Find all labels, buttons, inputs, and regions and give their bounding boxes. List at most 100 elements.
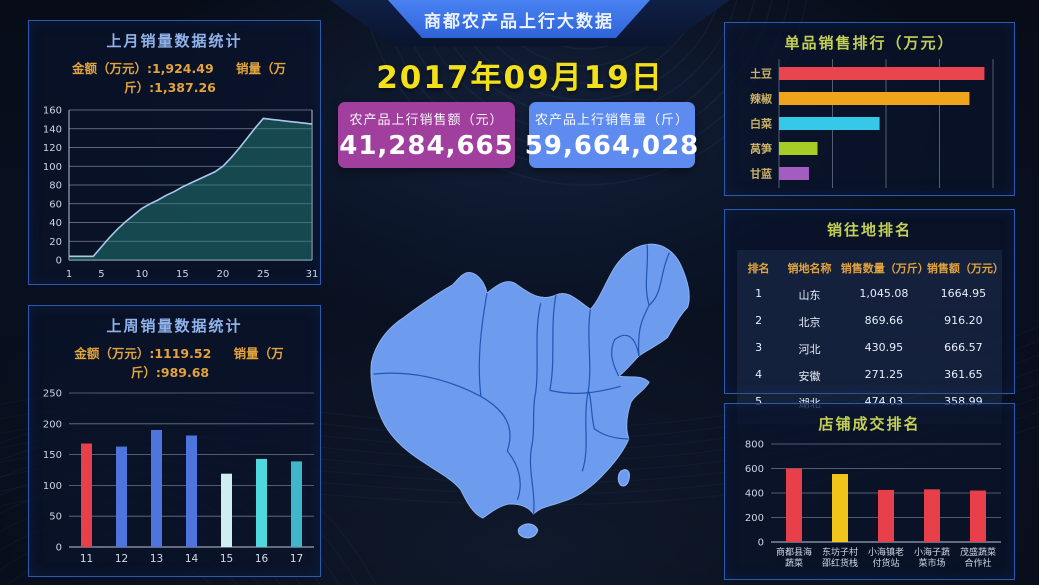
panel-last-month-stats: 上月销量数据统计 金额（万元）:1,924.49 销量（万斤）:1,387.26… [28,20,321,285]
svg-text:小海子蔬: 小海子蔬 [914,546,950,558]
table-cell: 666.57 [944,340,983,354]
table-cell: 1664.95 [940,286,987,300]
svg-text:商都县海: 商都县海 [776,546,812,558]
svg-text:土豆: 土豆 [750,67,772,81]
svg-text:14: 14 [185,553,199,565]
svg-text:800: 800 [745,440,764,451]
panel-title: 店铺成交排名 [818,415,921,433]
svg-text:茂盛蔬菜: 茂盛蔬菜 [960,546,996,558]
svg-text:小海镇老: 小海镇老 [868,546,904,558]
table-header-row: 排名 销地名称 销售数量（万斤） 销售额（万元） [739,254,1004,281]
panel-title: 单品销售排行（万元） [784,34,955,52]
svg-text:蔬菜: 蔬菜 [785,557,803,569]
svg-text:31: 31 [306,269,319,280]
svg-text:东坊子村: 东坊子村 [822,546,858,558]
volume-value: 1,387.26 [154,80,216,95]
table-row: 4 安徽 271.25 361.65 [739,362,1000,389]
stat-sales-volume-label: 农产品上行销售量（斤） [534,113,689,128]
table-cell: 4 [755,367,763,381]
svg-text:15: 15 [220,553,233,565]
table-header-cell: 排名 [747,261,770,275]
svg-text:0: 0 [56,256,62,267]
svg-text:12: 12 [115,553,128,565]
table-cell: 1 [755,286,763,300]
svg-text:合作社: 合作社 [964,557,991,569]
table-cell: 1,045.08 [859,286,909,300]
svg-text:11: 11 [80,553,93,565]
panel-title: 上月销量数据统计 [106,32,243,50]
svg-text:17: 17 [290,553,303,565]
svg-text:1: 1 [66,269,72,280]
svg-text:80: 80 [49,181,62,192]
amount-label: 金额（万元）: [74,346,155,361]
page-title: 商都农产品上行大数据 [424,11,614,32]
svg-text:600: 600 [745,464,764,475]
svg-text:邵红货栈: 邵红货栈 [822,557,858,569]
page-title-banner: 商都农产品上行大数据 [388,0,650,38]
table-cell: 山东 [798,288,821,302]
svg-text:甘蓝: 甘蓝 [750,167,772,181]
destination-rank-table: 排名 销地名称 销售数量（万斤） 销售额（万元） 1 山东 1,045.08 1664.95 2… [737,250,1004,424]
table-cell: 271.25 [864,367,904,381]
svg-text:200: 200 [43,419,62,430]
svg-text:250: 250 [43,389,62,400]
svg-text:400: 400 [745,489,764,500]
table-cell: 河北 [798,342,821,356]
svg-text:0: 0 [56,543,62,554]
last-week-bar-chart: 0 50 100 150 200 250 11 12 13 14 15 16 17 [43,389,314,565]
stat-sales-amount-label: 农产品上行销售额（元） [349,113,504,128]
china-map [370,243,690,539]
svg-text:16: 16 [255,553,269,565]
stat-sales-amount-value: 41,284,665 [339,131,514,161]
svg-text:10: 10 [136,269,149,280]
svg-text:5: 5 [98,269,104,280]
panel-title: 上周销量数据统计 [106,317,243,335]
svg-text:40: 40 [49,218,62,229]
panel-shop-deals-rank: 店铺成交排名 0 200 400 600 800 商都县海 蔬菜 东坊子村 邵红货栈 小海镇老 付货… [724,403,1015,580]
svg-text:15: 15 [176,269,189,280]
panel-product-sales-rank: 单品销售排行（万元） 土豆 辣椒 白菜 莴笋 甘蓝 [724,22,1015,196]
volume-label: 销量（万斤）: [124,61,287,95]
table-cell: 3 [755,340,763,354]
table-cell: 361.65 [944,367,983,381]
svg-text:20: 20 [217,269,230,280]
svg-text:50: 50 [49,512,62,523]
panel-last-week-stats: 上周销量数据统计 金额（万元）:1119.52 销量（万斤）:989.68 0 5… [28,305,321,577]
svg-text:白菜: 白菜 [750,117,773,131]
svg-text:25: 25 [257,269,270,280]
svg-text:200: 200 [745,513,764,524]
amount-value: 1119.52 [154,346,212,361]
svg-text:13: 13 [150,553,163,565]
table-header-cell: 销售额（万元） [926,261,1004,275]
volume-label: 销量（万斤）: [130,346,284,380]
panel-destination-rank: 销往地排名 排名 销地名称 销售数量（万斤） 销售额（万元） 1 山东 1,045.08 16… [724,209,1015,424]
stat-sales-amount: 农产品上行销售额（元） 41,284,665 [338,102,515,168]
svg-text:20: 20 [49,237,62,248]
last-month-summary: 金额（万元）:1,924.49 销量（万斤）:1,387.26 [29,58,320,96]
table-cell: 430.95 [864,340,904,354]
table-cell: 安徽 [798,369,821,383]
table-cell: 北京 [798,315,821,329]
table-cell: 916.20 [944,313,983,327]
volume-value: 989.68 [160,365,210,380]
table-cell: 2 [755,313,763,327]
svg-text:150: 150 [43,450,62,461]
svg-text:菜市场: 菜市场 [918,557,945,569]
panel-title: 销往地排名 [826,221,912,239]
svg-text:莴笋: 莴笋 [750,142,772,156]
table-row: 3 河北 430.95 666.57 [739,335,1000,362]
table-cell: 5 [755,394,763,408]
svg-text:120: 120 [43,143,62,154]
svg-text:140: 140 [43,124,62,135]
svg-text:0: 0 [758,538,764,549]
amount-value: 1,924.49 [151,61,214,76]
stat-sales-volume-value: 59,664,028 [524,131,700,161]
last-week-summary: 金额（万元）:1119.52 销量（万斤）:989.68 [29,343,320,381]
stat-sales-volume: 农产品上行销售量（斤） 59,664,028 [525,102,698,168]
svg-text:100: 100 [43,162,62,173]
table-row: 1 山东 1,045.08 1664.95 [739,281,1000,308]
svg-text:160: 160 [43,106,62,117]
